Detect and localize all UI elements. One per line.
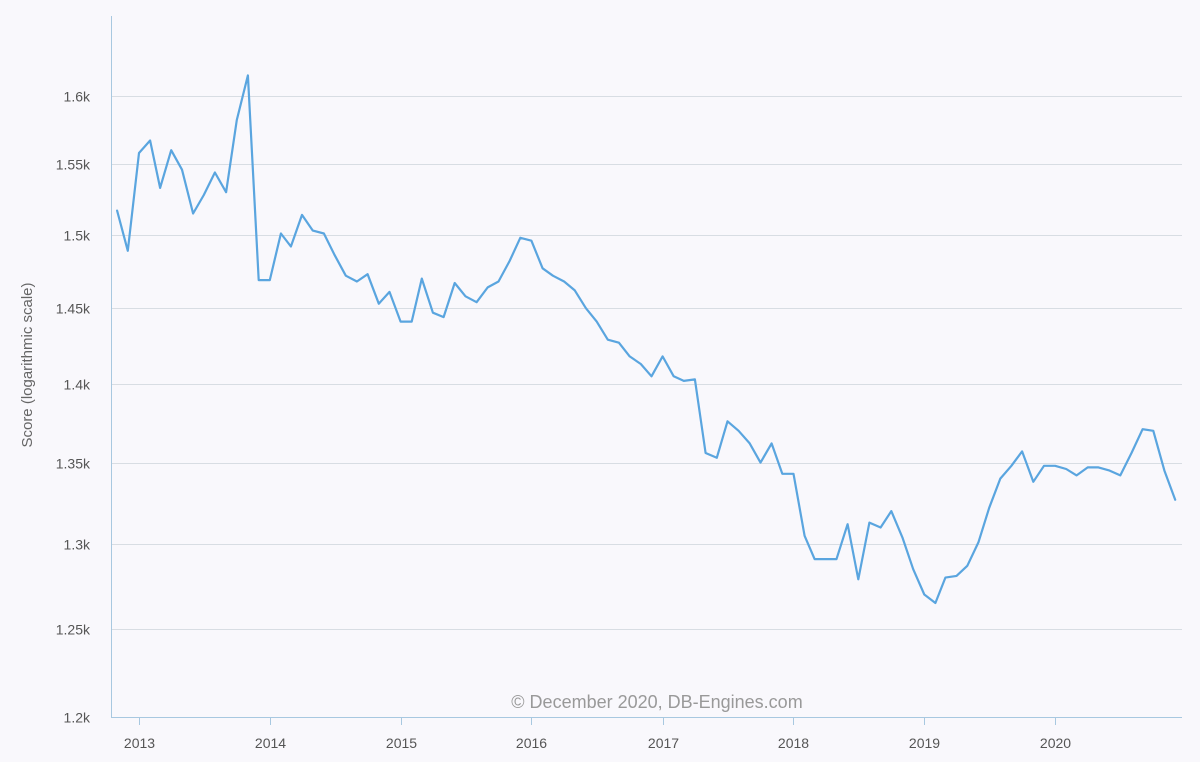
- y-tick-label: 1.4k: [64, 377, 91, 393]
- y-tick-label: 1.6k: [64, 89, 91, 105]
- x-tick-label: 2018: [778, 735, 809, 751]
- series-layer: [115, 74, 1177, 605]
- y-tick-label: 1.35k: [56, 456, 91, 472]
- x-tick-label: 2019: [909, 735, 940, 751]
- y-tick-label: 1.55k: [56, 157, 91, 173]
- chart-credit: © December 2020, DB-Engines.com: [511, 692, 802, 712]
- series-line: [115, 74, 1177, 605]
- x-tick-label: 2016: [516, 735, 547, 751]
- y-tick-label: 1.25k: [56, 622, 91, 638]
- y-axis-title: Score (logarithmic scale): [19, 282, 36, 447]
- gridlines: [111, 96, 1182, 630]
- y-tick-label: 1.5k: [64, 228, 91, 244]
- y-axis-ticks: 1.2k 1.25k 1.3k 1.35k 1.4k 1.45k 1.5k 1.55k 1.6k: [56, 89, 91, 726]
- axes: [111, 16, 1182, 718]
- x-tick-label: 2014: [255, 735, 286, 751]
- y-tick-label: 1.3k: [64, 537, 91, 553]
- y-tick-label: 1.45k: [56, 301, 91, 317]
- x-tick-label: 2017: [648, 735, 679, 751]
- x-tick-label: 2020: [1040, 735, 1071, 751]
- x-tick-label: 2013: [124, 735, 155, 751]
- y-tick-label: 1.2k: [64, 710, 91, 726]
- x-axis-ticks: 2013 2014 2015 2016 2017 2018 2019 2020: [124, 717, 1071, 751]
- x-tick-label: 2015: [386, 735, 417, 751]
